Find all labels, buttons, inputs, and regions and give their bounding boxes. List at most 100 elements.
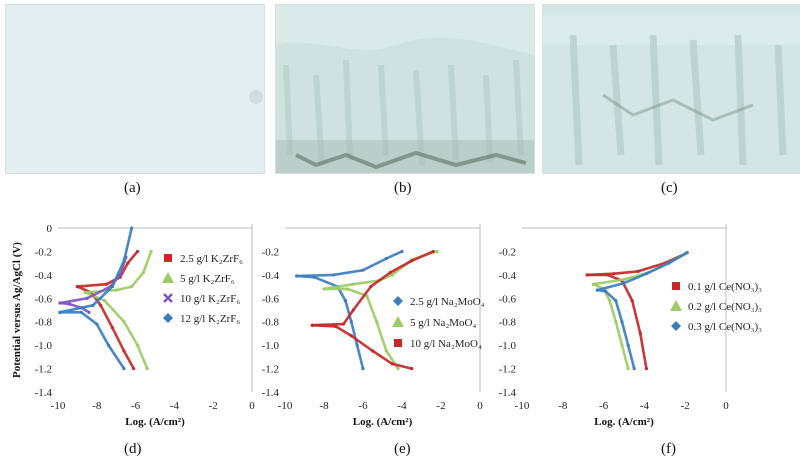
data-point [591,282,596,286]
data-point [310,323,314,327]
data-point [626,343,630,347]
series-anodic-line [295,250,404,278]
series-cathodic-line [58,310,126,370]
caption-a: (a) [124,180,141,196]
caption-b: (b) [394,180,412,196]
data-point [349,320,353,324]
data-point [87,310,91,314]
y-tick-label: -1.4 [262,387,280,399]
caption-d: (d) [124,441,142,457]
y-tick-label: -0.8 [262,317,280,329]
data-point [632,366,636,371]
chart-e: -0.2 -0.4 -0.6 -0.8 -1.0 -1.2 -1.4-10 -8 -6 -4 -2 0… [262,224,485,428]
y-tick-label: -1.4 [35,387,53,399]
series-anodic-line [585,252,687,277]
x-tick-label: -2 [436,400,445,412]
legend-marker [392,316,404,327]
data-point [102,299,107,303]
data-point [400,249,404,254]
series-cathodic-line [322,287,400,370]
y-tick-label: -0.6 [35,293,53,305]
x-tick-label: -8 [319,400,329,412]
y-tick-label: -0.2 [262,246,279,258]
data-point [68,302,72,306]
data-point [58,301,62,305]
data-point [122,320,126,324]
data-point [149,249,153,254]
data-point [608,299,612,303]
x-axis-label: Log. (A/cm²) [353,416,413,428]
series-cathodic-line [310,323,414,370]
legend-label: 0.2 g/l Ce(NO₃)₃ [688,301,762,313]
photo-c [542,4,800,174]
legend-marker [393,296,403,306]
legend-label: 10 g/l Na₂MoO₄ [410,338,482,350]
data-point [390,273,394,277]
data-point [604,289,608,293]
data-point [114,288,118,292]
x-tick-label: -8 [92,400,102,412]
photo-a [5,4,265,174]
legend-marker [162,272,174,283]
y-tick-label: -0.2 [35,246,52,258]
data-point [106,343,111,347]
legend-label: 2.5 g/l K₂ZrF₆ [180,253,243,265]
caption-f: (f) [661,441,676,457]
data-point [130,226,134,230]
y-tick-label: -0.2 [499,246,516,258]
data-point [135,343,140,347]
y-tick-label: -1.0 [262,340,280,352]
data-point [79,310,83,314]
photo-b [275,4,535,174]
data-point [612,272,616,276]
data-point [431,249,435,254]
x-tick-label: -6 [358,400,368,412]
data-point [636,269,640,273]
y-tick-label: -0.4 [499,270,517,282]
series-anodic-line [76,250,139,288]
data-point [122,259,126,263]
x-tick-label: 0 [723,400,729,412]
y-tick-label: -0.4 [35,270,53,282]
y-tick-label: -0.8 [35,317,53,329]
x-tick-label: 0 [249,400,255,412]
legend-label: 12 g/l K₂ZrF₆ [180,313,240,325]
data-point [638,331,642,336]
y-tick-label: -1.0 [499,340,517,352]
data-point [626,366,630,371]
legend-marker [394,339,402,347]
x-axis-label: Log. (A/cm²) [125,416,185,428]
x-tick-label: -10 [278,400,293,412]
y-tick-label: -0.6 [499,293,517,305]
data-point [355,343,359,347]
x-tick-label: -2 [681,400,690,412]
data-point [375,320,379,324]
data-point [110,284,114,289]
data-point [384,256,388,261]
data-point [83,290,87,295]
data-point [351,282,355,286]
data-point [396,366,400,371]
data-point [110,325,114,330]
data-point [622,281,626,285]
y-tick-label: -1.0 [35,340,53,352]
x-axis-label: Log. (A/cm²) [594,416,654,428]
data-point [295,274,299,278]
legend-marker [163,293,173,303]
data-point [365,294,369,298]
data-point [585,273,589,277]
data-point [614,320,618,324]
data-point [322,287,326,291]
data-point [349,334,353,338]
data-point [345,287,349,291]
data-point [388,270,392,275]
legend-marker [164,254,172,262]
data-point [384,349,388,353]
legend-label: 10 g/l K₂ZrF₆ [180,293,240,305]
data-point [371,349,375,353]
y-tick-label: -1.2 [499,364,516,376]
data-point [332,273,336,277]
data-point [410,259,414,263]
data-point [685,251,689,255]
